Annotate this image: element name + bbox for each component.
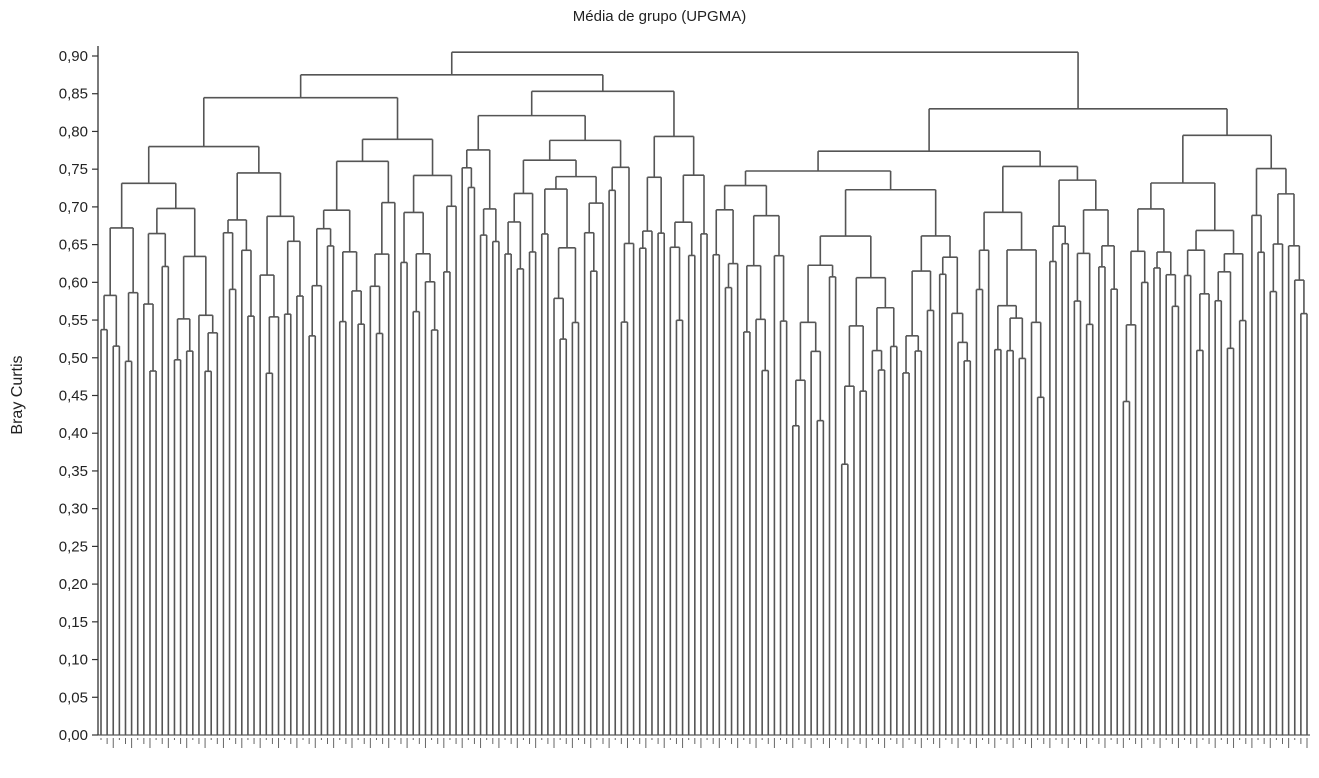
y-tick-label: 0,80 — [59, 123, 88, 140]
y-tick-label: 0,15 — [59, 614, 88, 631]
y-tick-label: 0,60 — [59, 274, 88, 291]
y-tick-label: 0,90 — [59, 48, 88, 65]
y-tick-label: 0,00 — [59, 727, 88, 744]
y-tick-label: 0,85 — [59, 86, 88, 103]
y-tick-label: 0,10 — [59, 652, 88, 669]
y-tick-label: 0,55 — [59, 312, 88, 329]
dendrogram-tree — [100, 51, 1308, 735]
y-tick-label: 0,30 — [59, 501, 88, 518]
y-tick-label: 0,45 — [59, 388, 88, 405]
y-tick-label: 0,70 — [59, 199, 88, 216]
y-tick-label: 0,50 — [59, 350, 88, 367]
chart-title: Média de grupo (UPGMA) — [572, 8, 747, 25]
leaf-labels — [100, 738, 1308, 748]
y-axis-label: Bray Curtis — [9, 355, 26, 434]
y-tick-label: 0,75 — [59, 161, 88, 178]
y-tick-label: 0,05 — [59, 689, 88, 706]
y-tick-label: 0,65 — [59, 237, 88, 254]
y-tick-label: 0,25 — [59, 538, 88, 555]
y-tick-label: 0,40 — [59, 425, 88, 442]
y-tick-label: 0,35 — [59, 463, 88, 480]
y-tick-label: 0,20 — [59, 576, 88, 593]
y-axis: 0,00 0,05 0,10 0,15 0,20 0,25 0,30 0,35 0,40 0,45… — [59, 46, 1310, 744]
